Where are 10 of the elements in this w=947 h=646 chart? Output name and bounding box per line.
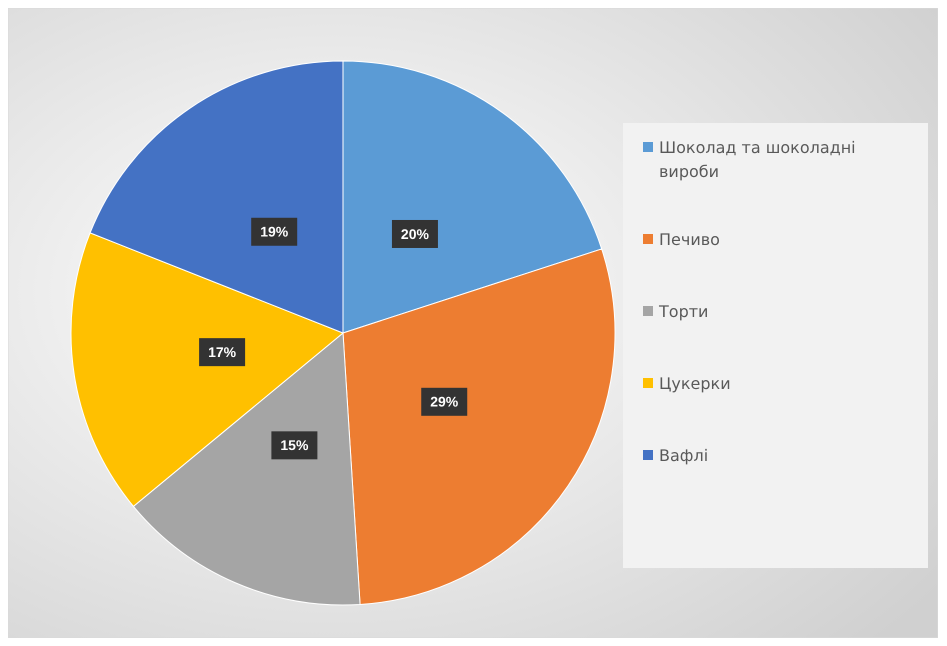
legend-label: Печиво [659, 230, 720, 249]
data-label: 20% [400, 226, 430, 242]
legend-label: Торти [658, 302, 708, 321]
legend-label: Цукерки [659, 374, 731, 393]
data-label: 15% [280, 437, 309, 454]
data-label: 29% [430, 394, 459, 410]
data-label: 17% [208, 344, 237, 360]
data-label: 19% [260, 224, 289, 240]
legend-label: Вафлі [659, 446, 708, 465]
legend-label: Шоколад та шоколадні вироби [659, 138, 856, 181]
